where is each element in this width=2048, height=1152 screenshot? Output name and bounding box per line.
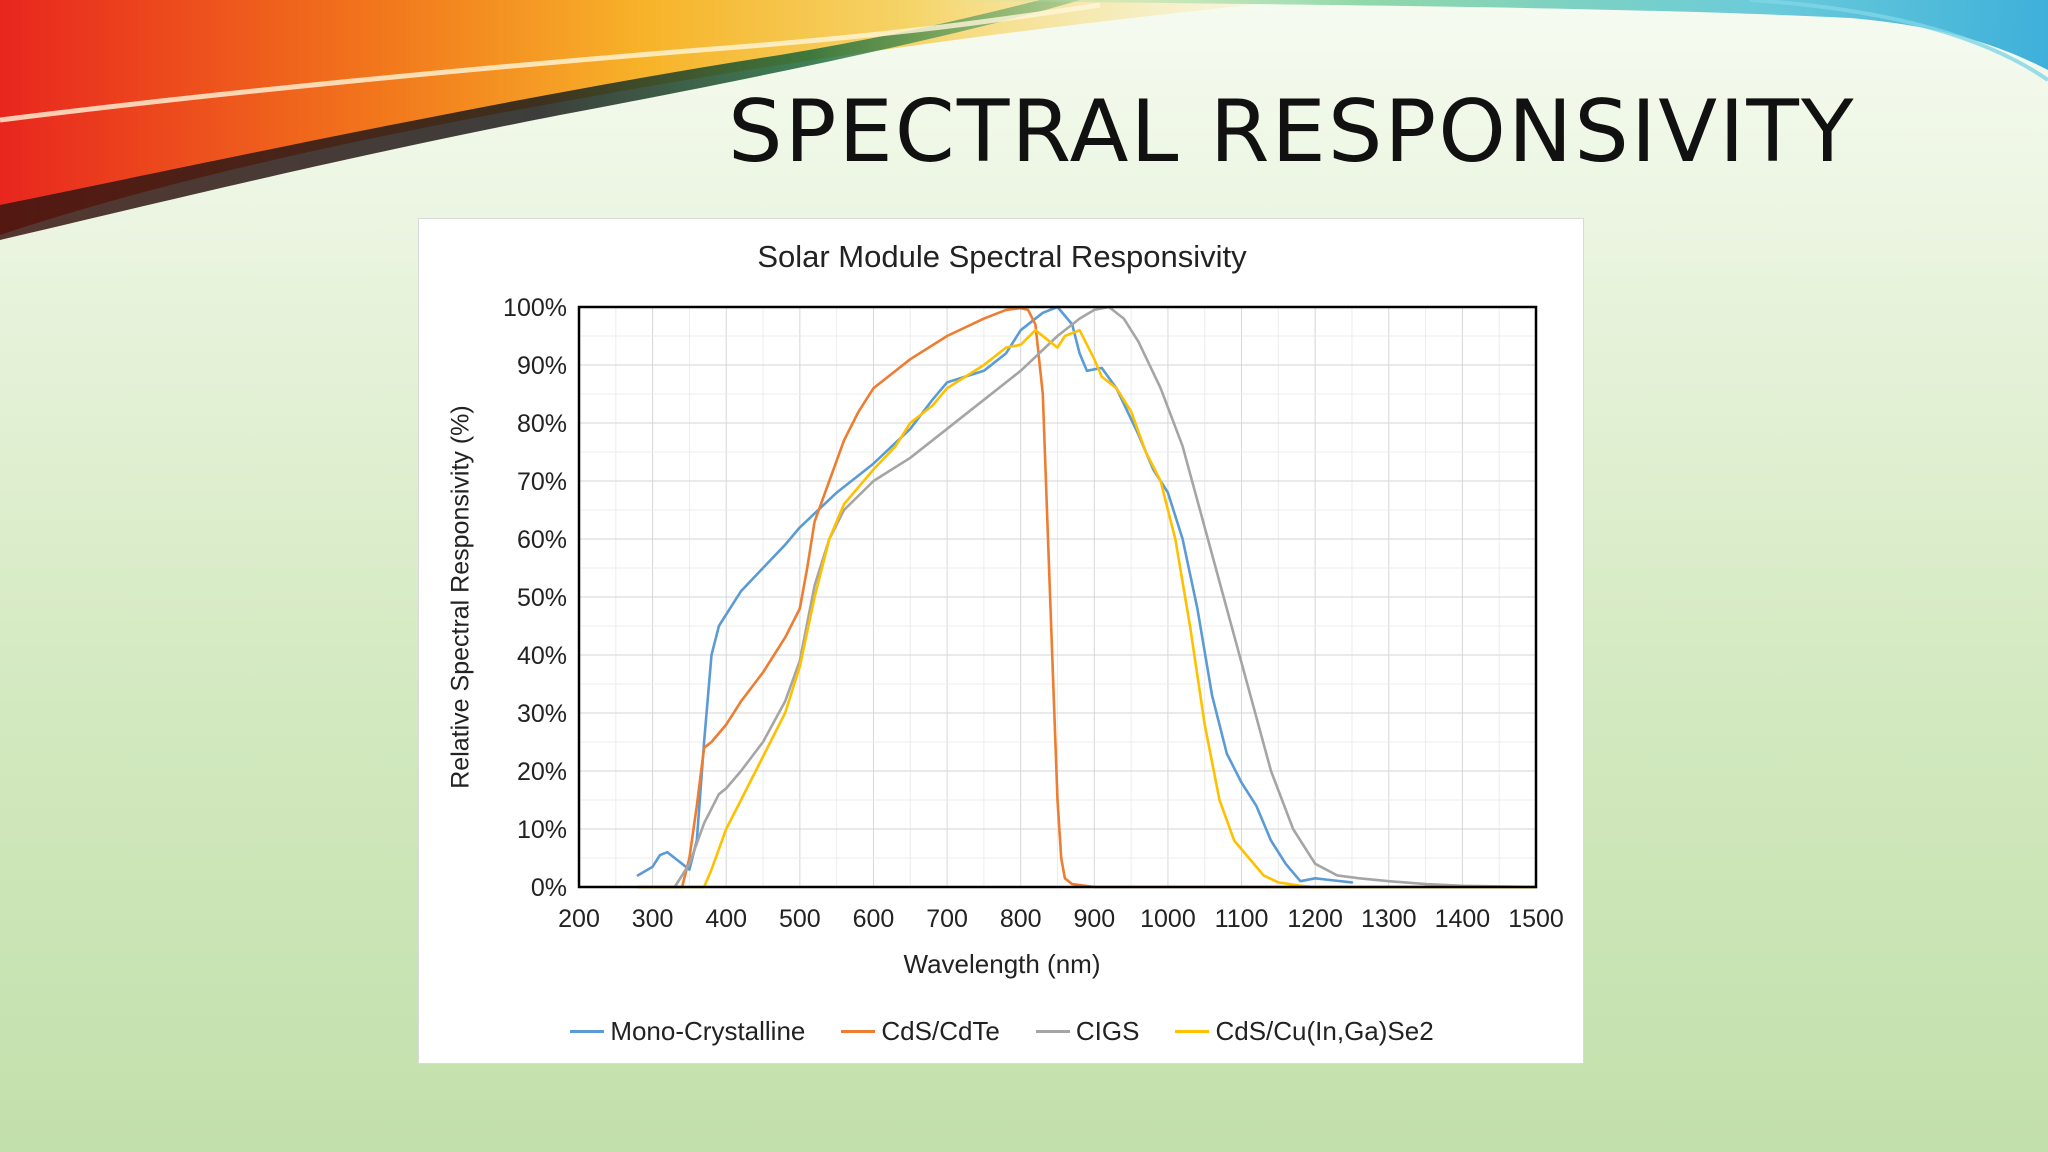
- chart-title: Solar Module Spectral Responsivity: [757, 239, 1247, 274]
- x-tick-label: 400: [705, 905, 747, 933]
- y-tick-label: 50%: [517, 584, 567, 612]
- series-line-cds-cu-in-ga-se2: [636, 328, 1538, 889]
- legend-swatch: [570, 1029, 605, 1033]
- y-tick-label: 100%: [503, 294, 567, 322]
- x-tick-label: 1300: [1361, 905, 1417, 933]
- x-tick-label: 1500: [1508, 905, 1564, 933]
- legend-label: CdS/Cu(In,Ga)Se2: [1215, 1015, 1434, 1046]
- series-lines: [636, 305, 1538, 889]
- series-line-cigs: [673, 305, 1538, 889]
- legend-item-cigs: CIGS: [1035, 1015, 1140, 1047]
- legend-label: Mono-Crystalline: [610, 1015, 806, 1046]
- chart-panel: 200 300 400 500 600 700 800 900 1000 1100 1200 1300…: [418, 218, 1584, 1064]
- x-tick-label: 1000: [1140, 905, 1196, 933]
- x-axis-label: Wavelength (nm): [903, 949, 1101, 979]
- y-tick-label: 90%: [517, 352, 567, 380]
- y-tick-label: 40%: [517, 642, 567, 670]
- y-tick-label: 30%: [517, 700, 567, 728]
- x-tick-label: 1400: [1435, 905, 1491, 933]
- legend-item-cds-cu-in-ga-se2: CdS/Cu(In,Ga)Se2: [1175, 1015, 1434, 1047]
- x-tick-label: 700: [926, 905, 968, 933]
- x-tick-label: 500: [779, 905, 821, 933]
- y-tick-label: 10%: [517, 816, 567, 844]
- y-axis-label: Relative Spectral Responsivity (%): [446, 405, 475, 789]
- y-tick-label: 60%: [517, 526, 567, 554]
- legend-label: CdS/CdTe: [881, 1015, 1000, 1046]
- slide-title: SPECTRAL RESPONSIVITY: [728, 82, 1856, 182]
- x-tick-label: 1200: [1287, 905, 1343, 933]
- y-tick-label: 70%: [517, 468, 567, 496]
- y-tick-label: 20%: [517, 758, 567, 786]
- series-line-cds-cdte: [636, 306, 1538, 889]
- series-line-mono-crystalline: [636, 305, 1354, 884]
- x-tick-label: 800: [1000, 905, 1042, 933]
- tick-labels: 200 300 400 500 600 700 800 900 1000 1100 1200 1300…: [503, 294, 1564, 933]
- legend-item-cds-cdte: CdS/CdTe: [841, 1016, 1000, 1047]
- y-tick-label: 0%: [531, 874, 567, 902]
- x-tick-label: 300: [632, 905, 674, 933]
- legend-swatch: [841, 1029, 876, 1033]
- chart-plot: 200 300 400 500 600 700 800 900 1000 1100 1200 1300…: [503, 294, 1564, 933]
- x-tick-label: 600: [853, 905, 895, 933]
- x-tick-label: 1100: [1215, 905, 1269, 933]
- plot-area-border: [577, 305, 1538, 889]
- legend-label: CIGS: [1075, 1015, 1140, 1046]
- x-tick-label: 900: [1073, 905, 1115, 933]
- legend-swatch: [1175, 1029, 1210, 1033]
- decorative-swoosh: [0, 0, 2048, 240]
- legend-swatch: [1035, 1029, 1070, 1033]
- y-tick-label: 80%: [517, 410, 567, 438]
- legend-item-mono-crystalline: Mono-Crystalline: [570, 1016, 805, 1047]
- x-tick-label: 200: [558, 905, 600, 933]
- legend: Mono-Crystalline CdS/CdTe CIGS CdS/Cu(In,Ga…: [419, 1011, 1585, 1051]
